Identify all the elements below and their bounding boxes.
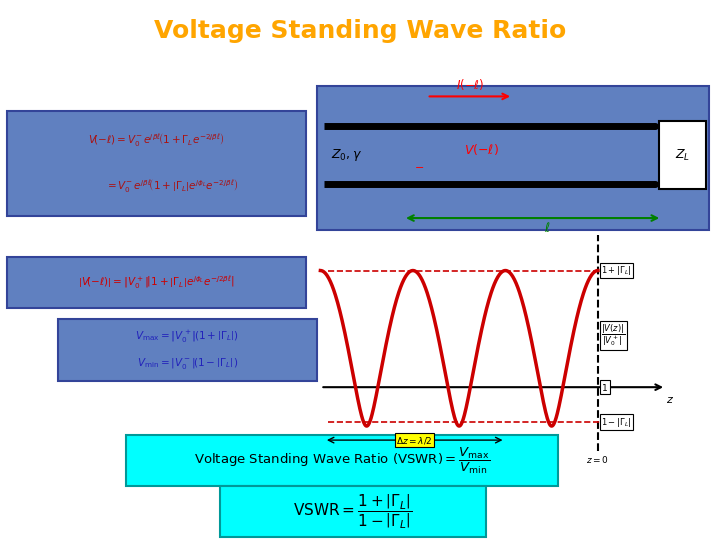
Text: $z$: $z$ (665, 395, 674, 406)
Text: $\mathrm{VSWR}=\dfrac{1+\left|\Gamma_L\right|}{1-\left|\Gamma_L\right|}$: $\mathrm{VSWR}=\dfrac{1+\left|\Gamma_L\r… (293, 492, 413, 531)
Text: Voltage Standing Wave Ratio $(\mathrm{VSWR})=\dfrac{V_{\mathrm{max}}}{V_{\mathrm: Voltage Standing Wave Ratio $(\mathrm{VS… (194, 445, 490, 476)
Text: $V_{\mathrm{max}}=\left|V_0^+\right|\!\left(1+\left|\Gamma_L\right|\right)$: $V_{\mathrm{max}}=\left|V_0^+\right|\!\l… (135, 329, 239, 345)
Bar (58, 319, 317, 381)
Text: $\Delta z = \lambda/2$: $\Delta z = \lambda/2$ (396, 435, 433, 446)
Bar (7, 111, 306, 216)
Bar (7, 256, 306, 308)
Text: $I(-\ell)$: $I(-\ell)$ (456, 77, 484, 92)
Text: $1-|\Gamma_L|$: $1-|\Gamma_L|$ (601, 416, 632, 429)
Text: $V_{\mathrm{min}}=\left|V_0^-\right|\!\left(1-\left|\Gamma_L\right|\right)$: $V_{\mathrm{min}}=\left|V_0^-\right|\!\l… (137, 356, 238, 371)
Bar (659, 121, 706, 189)
Text: $z=0$: $z=0$ (586, 454, 609, 464)
Text: Voltage Standing Wave Ratio: Voltage Standing Wave Ratio (154, 19, 566, 43)
Text: $V(-\ell)$: $V(-\ell)$ (464, 142, 499, 157)
Bar (317, 86, 709, 230)
Text: $\dfrac{|V(z)|}{|V_0^+|}$: $\dfrac{|V(z)|}{|V_0^+|}$ (601, 323, 626, 348)
Text: $Z_0, \gamma$: $Z_0, \gamma$ (331, 147, 362, 163)
Text: $V\!\left(-\ell\right)=V_0^{\!-}e^{j\beta\ell}\!\left(1+\Gamma_L e^{-2j\beta\ell: $V\!\left(-\ell\right)=V_0^{\!-}e^{j\bet… (89, 132, 225, 149)
Text: $1$: $1$ (601, 382, 608, 393)
Text: $1+|\Gamma_L|$: $1+|\Gamma_L|$ (601, 264, 632, 277)
Bar (126, 435, 558, 486)
Text: $\left|V\!\left(-\ell\right)\right|=\left|V_0^+\right|\!\left|1+\left|\Gamma_L\r: $\left|V\!\left(-\ell\right)\right|=\lef… (78, 274, 235, 291)
Text: $-$: $-$ (414, 161, 424, 171)
Text: $\ell$: $\ell$ (544, 221, 550, 235)
Text: $=V_0^{\!-}e^{j\beta\ell}\!\left(1+\left|\Gamma_L\right|e^{j\phi_L}e^{-2j\beta\e: $=V_0^{\!-}e^{j\beta\ell}\!\left(1+\left… (105, 178, 238, 195)
Bar (220, 486, 486, 537)
Text: $Z_L$: $Z_L$ (675, 147, 690, 163)
